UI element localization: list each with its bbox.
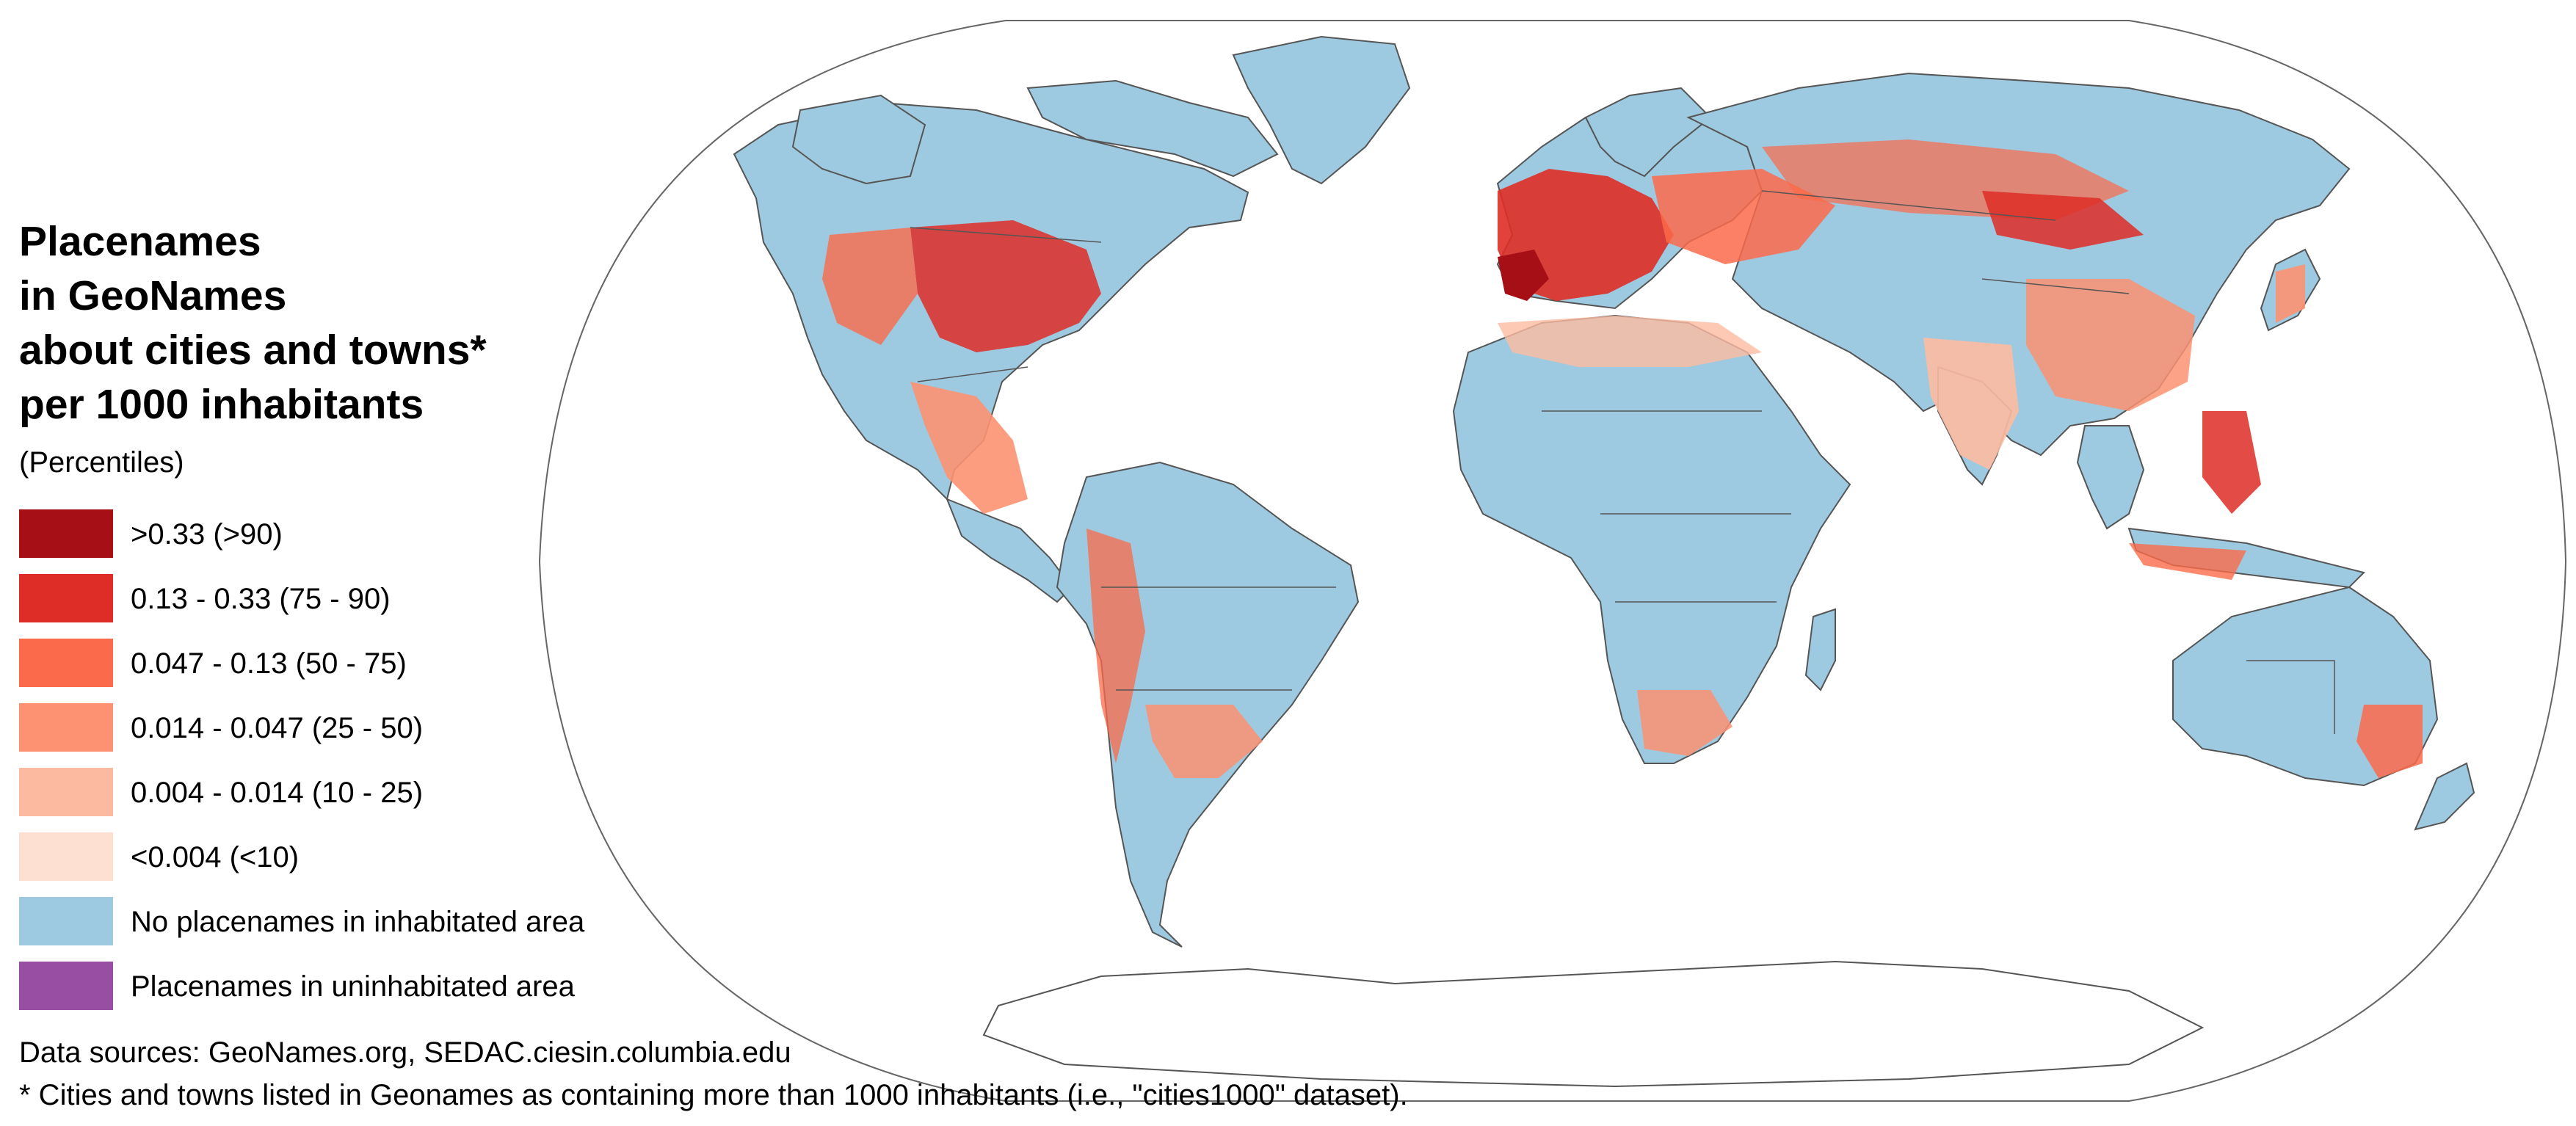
legend-swatch	[19, 509, 113, 558]
density-overlay	[822, 139, 2423, 778]
footnote: * Cities and towns listed in Geonames as…	[19, 1079, 1408, 1111]
data-sources: Data sources: GeoNames.org, SEDAC.ciesin…	[19, 1036, 791, 1069]
title-line: in GeoNames	[19, 272, 287, 319]
legend-swatch	[19, 832, 113, 881]
southern-africa-medium	[1637, 690, 1733, 756]
map-subtitle: (Percentiles)	[19, 446, 184, 479]
legend-label: 0.13 - 0.33 (75 - 90)	[131, 583, 391, 615]
eastern-europe-medium	[1652, 169, 1835, 264]
new-zealand	[2414, 762, 2475, 831]
antarctica	[982, 960, 2205, 1088]
borders	[910, 190, 2335, 734]
mexico-medium	[910, 382, 1028, 514]
legend-item: <0.004 (<10)	[19, 832, 724, 881]
legend-item: No placenames in inhabitated area	[19, 897, 724, 945]
madagascar	[1804, 608, 1836, 691]
legend-swatch	[19, 962, 113, 1010]
north-africa-light	[1498, 316, 1762, 367]
legend-label: 0.014 - 0.047 (25 - 50)	[131, 712, 424, 744]
legend-swatch	[19, 574, 113, 622]
legend-item: 0.13 - 0.33 (75 - 90)	[19, 574, 724, 622]
legend-label: No placenames in inhabitated area	[131, 906, 585, 938]
philippines-high	[2202, 411, 2261, 514]
usa-west-medium	[822, 228, 918, 345]
legend-label: <0.004 (<10)	[131, 841, 300, 873]
legend-label: 0.004 - 0.014 (10 - 25)	[131, 777, 424, 809]
legend-item: Placenames in uninhabitated area	[19, 962, 724, 1010]
iberia-highest	[1498, 250, 1549, 301]
japan-medium	[2276, 264, 2305, 323]
map-title: Placenames in GeoNames about cities and …	[19, 214, 487, 432]
title-line: about cities and towns*	[19, 327, 487, 374]
legend-item: 0.014 - 0.047 (25 - 50)	[19, 703, 724, 752]
china-medium	[2026, 279, 2195, 411]
argentina-medium	[1145, 705, 1263, 778]
alaska	[791, 94, 926, 185]
usa-high-density	[910, 220, 1101, 352]
legend-swatch	[19, 897, 113, 945]
greenland	[1232, 35, 1411, 185]
australia-se-medium	[2357, 705, 2423, 778]
legend-item: 0.047 - 0.13 (50 - 75)	[19, 639, 724, 687]
arctic-islands	[1026, 79, 1279, 178]
legend-swatch	[19, 768, 113, 816]
title-line: Placenames	[19, 218, 261, 265]
legend-item: 0.004 - 0.014 (10 - 25)	[19, 768, 724, 816]
legend-swatch	[19, 639, 113, 687]
legend-label: 0.047 - 0.13 (50 - 75)	[131, 647, 407, 680]
legend-label: Placenames in uninhabitated area	[131, 970, 575, 1003]
legend-label: >0.33 (>90)	[131, 518, 283, 551]
legend-item: >0.33 (>90)	[19, 509, 724, 558]
scandinavia	[1584, 87, 1712, 178]
title-line: per 1000 inhabitants	[19, 381, 424, 428]
southeast-asia	[2076, 425, 2145, 530]
central-asia-high	[1982, 191, 2144, 250]
indonesia-medium	[2129, 543, 2246, 580]
legend-swatch	[19, 703, 113, 752]
india-light	[1923, 338, 2019, 470]
